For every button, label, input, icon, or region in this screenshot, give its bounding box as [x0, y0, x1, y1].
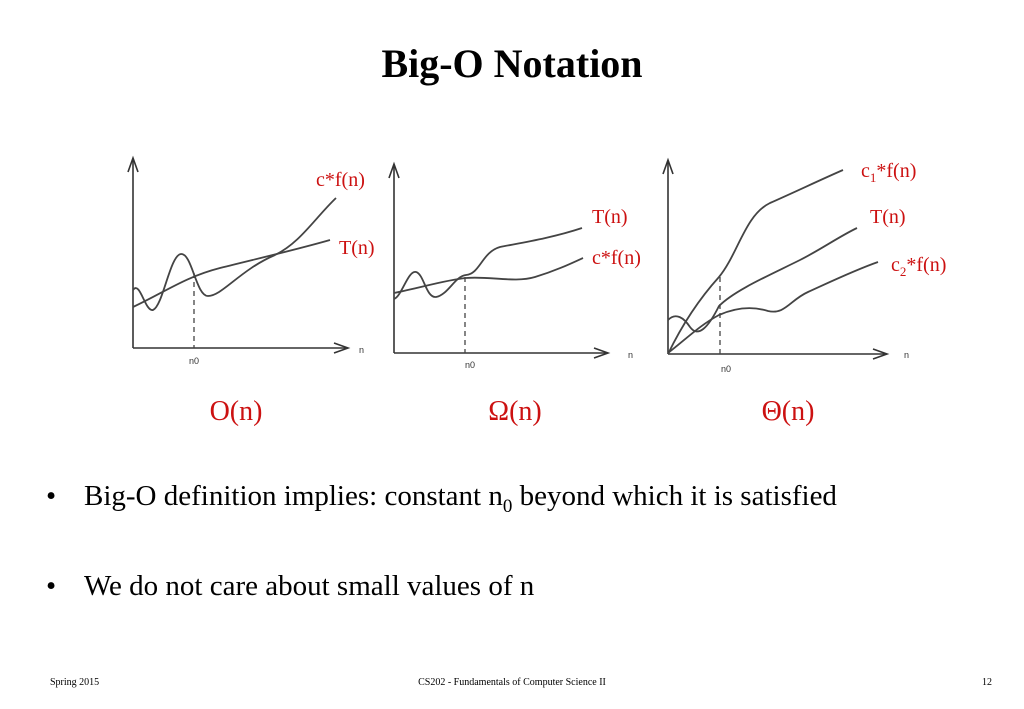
bullet-small-values: • We do not care about small values of n [46, 570, 534, 603]
theta-c2fn-label: c2*f(n) [891, 254, 946, 279]
slide-title: Big-O Notation [381, 41, 643, 86]
footer-page-number: 12 [982, 677, 992, 688]
big-o-y-arrow [127, 155, 139, 173]
big-o-tn-curve [132, 239, 331, 308]
omega-caption: Ω(n) [488, 396, 541, 427]
footer-term: Spring 2015 [50, 677, 100, 688]
big-o-n-label: n [359, 345, 364, 355]
bullet-marker: • [46, 570, 57, 602]
footer-course: CS202 - Fundamentals of Computer Science… [418, 677, 606, 688]
theta-tn-label: T(n) [870, 206, 906, 228]
big-o-cfn-curve [132, 197, 337, 311]
big-o-tn-label: T(n) [339, 237, 375, 259]
big-o-cfn-label: c*f(n) [316, 169, 365, 191]
bullet-subscript: 0 [502, 495, 513, 517]
omega-diagram: n0 n T(n) c*f(n) Ω(n) [388, 161, 641, 427]
big-o-caption: O(n) [210, 396, 263, 427]
omega-cfn-curve [393, 257, 584, 294]
omega-cfn-label: c*f(n) [592, 247, 641, 269]
omega-x-arrow [593, 347, 611, 359]
omega-n-label: n [628, 350, 633, 360]
theta-c1fn-curve [667, 169, 844, 355]
bullet-marker: • [46, 480, 57, 512]
omega-tn-label: T(n) [592, 206, 628, 228]
omega-tn-curve [393, 227, 583, 300]
big-o-x-arrow [333, 342, 351, 354]
theta-diagram: n0 n c1*f(n) T(n) c2*f(n) Θ(n) [662, 157, 946, 427]
theta-c2fn-curve [667, 261, 879, 354]
theta-y-arrow [662, 157, 674, 175]
omega-y-arrow [388, 161, 400, 179]
theta-c1fn-label: c1*f(n) [861, 160, 916, 185]
theta-tn-curve [667, 227, 858, 333]
theta-caption: Θ(n) [762, 396, 815, 427]
theta-x-arrow [872, 348, 890, 360]
big-o-n0-label: n0 [189, 356, 199, 366]
bullet-text: Big-O definition implies: constant n [84, 480, 503, 512]
theta-n0-label: n0 [721, 364, 731, 374]
theta-n-label: n [904, 350, 909, 360]
big-o-diagram: n0 n c*f(n) T(n) O(n) [127, 155, 375, 427]
omega-n0-label: n0 [465, 360, 475, 370]
bullet-text-end: beyond which it is satisfied [512, 480, 837, 512]
bullet-text: We do not care about small values of n [84, 570, 535, 602]
bullet-n0-definition: • Big-O definition implies: constant n0 b… [46, 480, 837, 518]
